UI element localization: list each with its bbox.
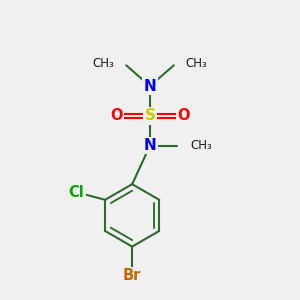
Text: CH₃: CH₃	[93, 57, 114, 70]
Text: CH₃: CH₃	[186, 57, 207, 70]
Text: Cl: Cl	[69, 184, 85, 200]
Text: CH₃: CH₃	[190, 139, 212, 152]
Text: Br: Br	[123, 268, 141, 283]
Text: N: N	[144, 138, 156, 153]
Text: N: N	[144, 79, 156, 94]
Text: O: O	[177, 108, 190, 123]
Text: S: S	[145, 108, 155, 123]
Text: O: O	[110, 108, 123, 123]
